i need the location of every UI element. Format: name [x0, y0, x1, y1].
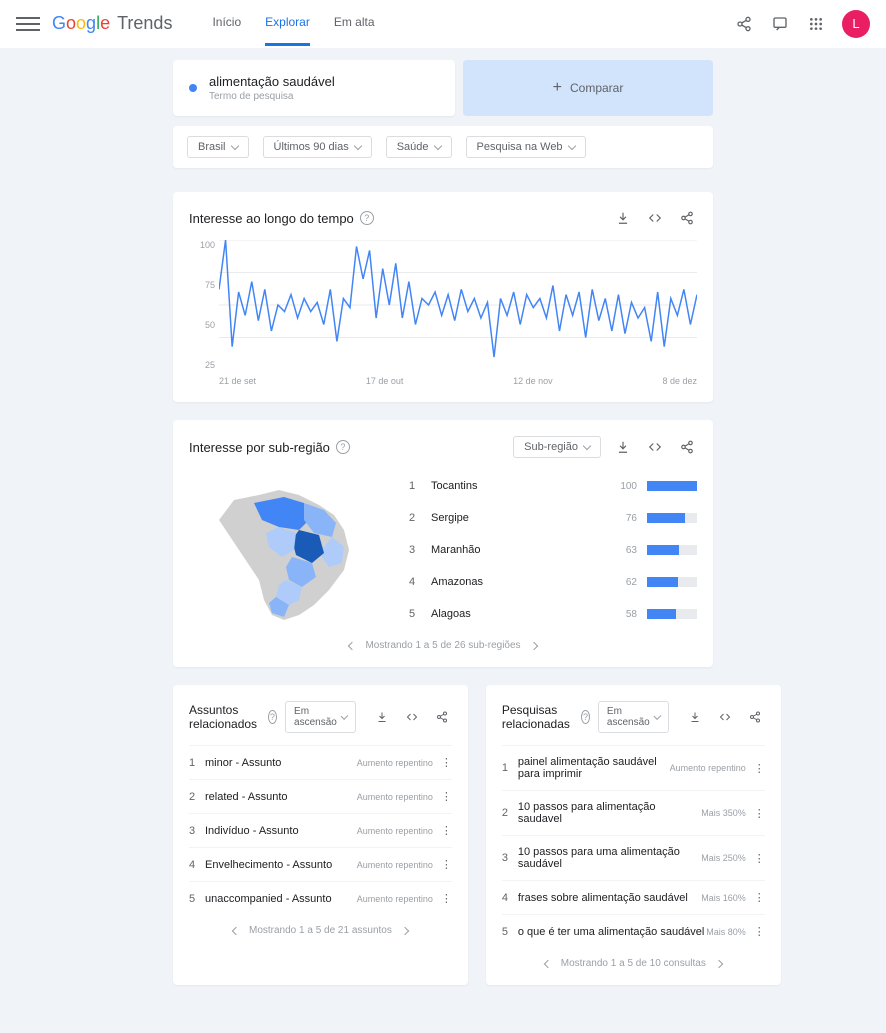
- more-icon[interactable]: ⋮: [754, 852, 765, 865]
- pager-next[interactable]: [401, 926, 409, 934]
- help-icon[interactable]: ?: [268, 710, 277, 724]
- tab-em-alta[interactable]: Em alta: [334, 1, 375, 46]
- related-row[interactable]: 1painel alimentação saudável para imprim…: [502, 745, 765, 790]
- interest-region-title: Interesse por sub-região ?: [189, 440, 350, 455]
- interest-time-title: Interesse ao longo do tempo ?: [189, 211, 374, 226]
- feedback-icon[interactable]: [770, 14, 790, 34]
- sort-dropdown[interactable]: Em ascensão: [598, 701, 669, 733]
- brazil-map: [189, 470, 389, 630]
- download-icon[interactable]: [613, 437, 633, 457]
- more-icon[interactable]: ⋮: [441, 824, 452, 837]
- related-row[interactable]: 1minor - AssuntoAumento repentino⋮: [189, 745, 452, 779]
- related-topics-card: Assuntos relacionados ? Em ascensão 1min…: [173, 685, 468, 985]
- tab-explorar[interactable]: Explorar: [265, 1, 310, 46]
- pager-next[interactable]: [715, 959, 723, 967]
- share-icon[interactable]: [677, 437, 697, 457]
- pager-prev[interactable]: [543, 959, 551, 967]
- search-term-box[interactable]: alimentação saudável Termo de pesquisa: [173, 60, 455, 116]
- related-row[interactable]: 4Envelhecimento - AssuntoAumento repenti…: [189, 847, 452, 881]
- related-queries-title: Pesquisas relacionadas ?: [502, 703, 590, 731]
- filter-category[interactable]: Saúde: [386, 136, 452, 158]
- more-icon[interactable]: ⋮: [754, 807, 765, 820]
- region-list: 1Tocantins1002Sergipe763Maranhão634Amazo…: [409, 470, 697, 630]
- topics-list: 1minor - AssuntoAumento repentino⋮2relat…: [189, 745, 452, 915]
- more-icon[interactable]: ⋮: [754, 925, 765, 938]
- more-icon[interactable]: ⋮: [754, 762, 765, 775]
- pager-next[interactable]: [529, 641, 537, 649]
- help-icon[interactable]: ?: [336, 440, 350, 454]
- tab-inicio[interactable]: Início: [212, 1, 241, 46]
- term-color-dot: [189, 84, 197, 92]
- sort-dropdown[interactable]: Em ascensão: [285, 701, 356, 733]
- menu-icon[interactable]: [16, 12, 40, 36]
- region-dropdown[interactable]: Sub-região: [513, 436, 601, 458]
- related-row[interactable]: 4frases sobre alimentação saudávelMais 1…: [502, 880, 765, 914]
- compare-label: Comparar: [570, 81, 623, 95]
- logo-trends: Trends: [117, 13, 172, 33]
- download-icon[interactable]: [613, 208, 633, 228]
- share-icon[interactable]: [734, 14, 754, 34]
- more-icon[interactable]: ⋮: [754, 891, 765, 904]
- region-pager: Mostrando 1 a 5 de 26 sub-regiões: [189, 640, 697, 651]
- more-icon[interactable]: ⋮: [441, 756, 452, 769]
- embed-icon[interactable]: [645, 437, 665, 457]
- help-icon[interactable]: ?: [581, 710, 590, 724]
- help-icon[interactable]: ?: [360, 211, 374, 225]
- avatar[interactable]: L: [842, 10, 870, 38]
- region-row[interactable]: 4Amazonas62: [409, 566, 697, 598]
- related-queries-card: Pesquisas relacionadas ? Em ascensão 1pa…: [486, 685, 781, 985]
- logo[interactable]: Google Trends: [52, 13, 172, 34]
- filter-region[interactable]: Brasil: [187, 136, 249, 158]
- nav-tabs: Início Explorar Em alta: [212, 1, 374, 46]
- queries-pager: Mostrando 1 a 5 de 10 consultas: [502, 958, 765, 969]
- share-icon[interactable]: [432, 707, 452, 727]
- region-row[interactable]: 1Tocantins100: [409, 470, 697, 502]
- compare-button[interactable]: + Comparar: [463, 60, 713, 116]
- filters-bar: Brasil Últimos 90 dias Saúde Pesquisa na…: [173, 126, 713, 168]
- more-icon[interactable]: ⋮: [441, 790, 452, 803]
- interest-region-card: Interesse por sub-região ? Sub-região: [173, 420, 713, 667]
- region-row[interactable]: 3Maranhão63: [409, 534, 697, 566]
- related-row[interactable]: 5o que é ter uma alimentação saudávelMai…: [502, 914, 765, 948]
- more-icon[interactable]: ⋮: [441, 892, 452, 905]
- search-term-text: alimentação saudável: [209, 74, 335, 89]
- more-icon[interactable]: ⋮: [441, 858, 452, 871]
- filter-search-type[interactable]: Pesquisa na Web: [466, 136, 586, 158]
- interest-time-card: Interesse ao longo do tempo ? 100 75 50 …: [173, 192, 713, 402]
- search-term-subtitle: Termo de pesquisa: [209, 91, 335, 102]
- related-row[interactable]: 3Indivíduo - AssuntoAumento repentino⋮: [189, 813, 452, 847]
- region-row[interactable]: 5Alagoas58: [409, 598, 697, 630]
- download-icon[interactable]: [372, 707, 392, 727]
- queries-list: 1painel alimentação saudável para imprim…: [502, 745, 765, 948]
- download-icon[interactable]: [685, 707, 705, 727]
- related-topics-title: Assuntos relacionados ?: [189, 703, 277, 731]
- apps-icon[interactable]: [806, 14, 826, 34]
- pager-prev[interactable]: [348, 641, 356, 649]
- related-row[interactable]: 310 passos para uma alimentação saudável…: [502, 835, 765, 880]
- related-row[interactable]: 2related - AssuntoAumento repentino⋮: [189, 779, 452, 813]
- region-row[interactable]: 2Sergipe76: [409, 502, 697, 534]
- related-row[interactable]: 210 passos para alimentação saudavelMais…: [502, 790, 765, 835]
- line-chart: 100 75 50 25: [219, 240, 697, 370]
- share-icon[interactable]: [677, 208, 697, 228]
- related-row[interactable]: 5unaccompanied - AssuntoAumento repentin…: [189, 881, 452, 915]
- embed-icon[interactable]: [715, 707, 735, 727]
- filter-time[interactable]: Últimos 90 dias: [263, 136, 372, 158]
- embed-icon[interactable]: [402, 707, 422, 727]
- share-icon[interactable]: [745, 707, 765, 727]
- topics-pager: Mostrando 1 a 5 de 21 assuntos: [189, 925, 452, 936]
- app-header: Google Trends Início Explorar Em alta L: [0, 0, 886, 48]
- embed-icon[interactable]: [645, 208, 665, 228]
- pager-prev[interactable]: [232, 926, 240, 934]
